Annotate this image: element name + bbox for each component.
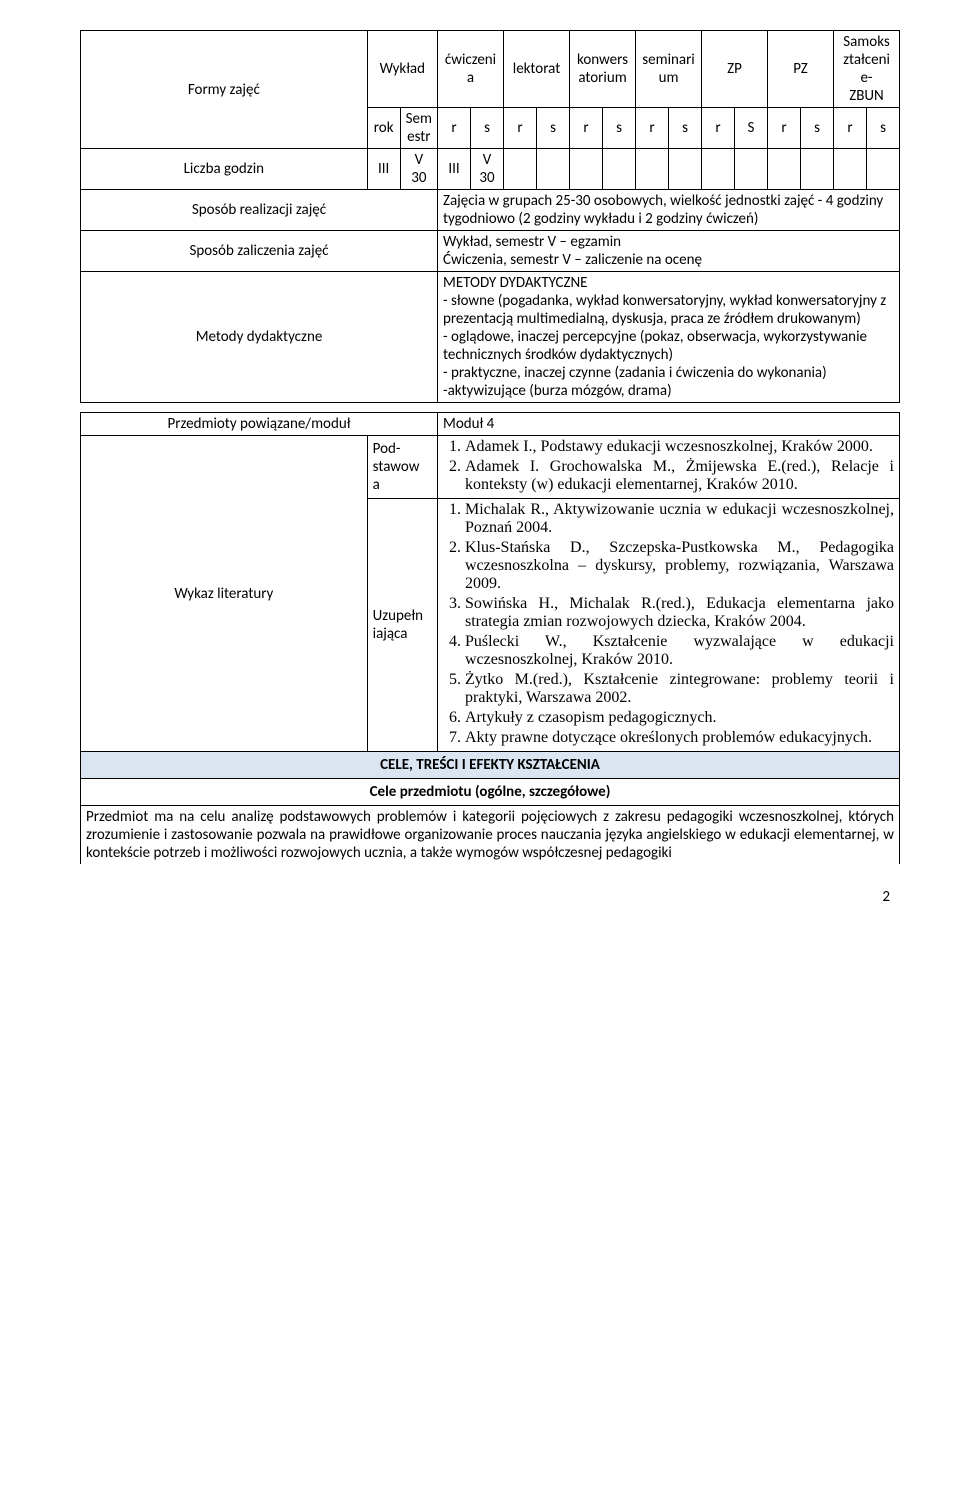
cele-paragraph: Przedmiot ma na celu analizę podstawowyc… <box>81 806 900 865</box>
lit-podst-1: Adamek I. Grochowalska M., Żmijewska E.(… <box>465 458 894 494</box>
empty-cell <box>636 149 669 190</box>
rs-2: r <box>504 108 537 149</box>
empty-cell <box>603 149 636 190</box>
metody-line-3: -aktywizujące (burza mózgów, drama) <box>443 382 894 400</box>
rs-10: r <box>768 108 801 149</box>
rs-6: r <box>636 108 669 149</box>
empty-cell <box>570 149 603 190</box>
rs-9: S <box>735 108 768 149</box>
rs-4: r <box>570 108 603 149</box>
col-seminarium: seminari um <box>636 31 702 108</box>
przedmioty-text: Moduł 4 <box>438 413 900 436</box>
rs-3: s <box>537 108 570 149</box>
rs-1: s <box>471 108 504 149</box>
lit-uzu-5: Artykuły z czasopism pedagogicznych. <box>465 709 894 727</box>
uzupeln-content: Michalak R., Aktywizowanie ucznia w eduk… <box>438 499 900 752</box>
realizacji-label: Sposób realizacji zajęć <box>81 190 438 231</box>
przedmioty-label: Przedmioty powiązane/moduł <box>81 413 438 436</box>
col-konwers: konwers atorium <box>570 31 636 108</box>
cele-header-band: CELE, TREŚCI I EFEKTY KSZTAŁCENIA <box>81 752 900 779</box>
empty-cell <box>504 149 537 190</box>
zaliczenia-label: Sposób zaliczenia zajęć <box>81 231 438 272</box>
sem-label: Sem estr <box>400 108 437 149</box>
liczba-godzin-label: Liczba godzin <box>81 149 368 190</box>
empty-cell <box>735 149 768 190</box>
metody-line-1: - oglądowe, inaczej percepcyjne (pokaz, … <box>443 328 894 364</box>
lit-uzu-6: Akty prawne dotyczące określonych proble… <box>465 729 894 747</box>
empty-cell <box>702 149 735 190</box>
empty-cell <box>768 149 801 190</box>
page-number: 2 <box>80 888 900 906</box>
lit-uzu-4: Żytko M.(red.), Kształcenie zintegrowane… <box>465 671 894 707</box>
col-cwiczenia: ćwiczeni a <box>438 31 504 108</box>
lit-podst-0: Adamek I., Podstawy edukacji wczesnoszko… <box>465 438 894 456</box>
wykaz-label: Wykaz literatury <box>81 436 368 752</box>
rs-8: r <box>702 108 735 149</box>
rs-5: s <box>603 108 636 149</box>
uzupeln-label: Uzupełn iająca <box>367 499 437 752</box>
empty-cell <box>669 149 702 190</box>
rok-label: rok <box>367 108 400 149</box>
metody-line-0: - słowne (pogadanka, wykład konwersatory… <box>443 292 894 328</box>
col-wyklad: Wykład <box>367 31 437 108</box>
rok-val: III <box>367 149 400 190</box>
rs-0: r <box>438 108 471 149</box>
podstawowa-content: Adamek I., Podstawy edukacji wczesnoszko… <box>438 436 900 499</box>
lit-uzu-1: Klus-Stańska D., Szczepska-Pustkowska M.… <box>465 539 894 593</box>
sem-val: V 30 <box>400 149 437 190</box>
cw-s: V 30 <box>471 149 504 190</box>
cele-sub-band: Cele przedmiotu (ogólne, szczegółowe) <box>81 779 900 806</box>
empty-cell <box>537 149 570 190</box>
empty-cell <box>834 149 867 190</box>
rs-12: r <box>834 108 867 149</box>
empty-cell <box>867 149 900 190</box>
realizacji-text: Zajęcia w grupach 25-30 osobowych, wielk… <box>438 190 900 231</box>
col-lektorat: lektorat <box>504 31 570 108</box>
syllabus-table: Formy zajęć Wykład ćwiczeni a lektorat k… <box>80 30 900 864</box>
formy-zajec-label: Formy zajęć <box>81 31 368 149</box>
metody-content: METODY DYDAKTYCZNE - słowne (pogadanka, … <box>438 272 900 403</box>
metody-title: METODY DYDAKTYCZNE <box>443 274 894 292</box>
lit-uzu-2: Sowińska H., Michalak R.(red.), Edukacja… <box>465 595 894 631</box>
zaliczenia-text: Wykład, semestr V – egzamin Ćwiczenia, s… <box>438 231 900 272</box>
metody-label: Metody dydaktyczne <box>81 272 438 403</box>
rs-13: s <box>867 108 900 149</box>
podstawowa-label: Pod- stawow a <box>367 436 437 499</box>
empty-cell <box>801 149 834 190</box>
cw-r: III <box>438 149 471 190</box>
col-samoksztalc: Samoks ztałceni e- ZBUN <box>834 31 900 108</box>
rs-11: s <box>801 108 834 149</box>
metody-line-2: - praktyczne, inaczej czynne (zadania i … <box>443 364 894 382</box>
lit-uzu-3: Puślecki W., Kształcenie wyzwalające w e… <box>465 633 894 669</box>
rs-7: s <box>669 108 702 149</box>
col-zp: ZP <box>702 31 768 108</box>
col-pz: PZ <box>768 31 834 108</box>
lit-uzu-0: Michalak R., Aktywizowanie ucznia w eduk… <box>465 501 894 537</box>
